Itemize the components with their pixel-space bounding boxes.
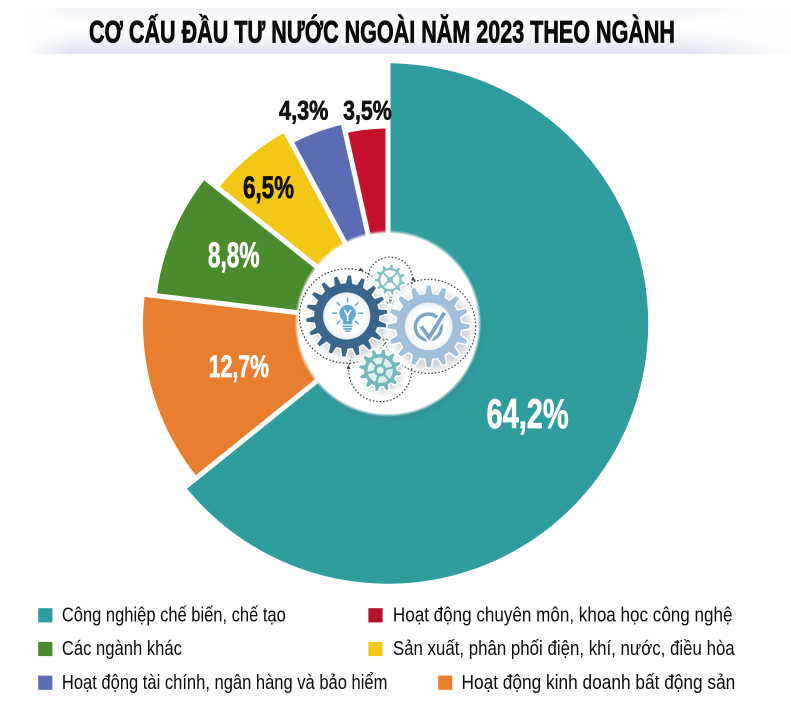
svg-text:8,8%: 8,8% <box>208 236 260 275</box>
svg-text:Công nghiệp chế biến, chế tạo: Công nghiệp chế biến, chế tạo <box>62 604 286 626</box>
svg-text:4,3%: 4,3% <box>279 96 328 126</box>
svg-text:6,5%: 6,5% <box>243 169 294 205</box>
svg-text:CƠ CẤU ĐẦU TƯ NƯỚC NGOÀI NĂM 2: CƠ CẤU ĐẦU TƯ NƯỚC NGOÀI NĂM 2023 THEO N… <box>89 14 675 50</box>
svg-text:Các ngành khác: Các ngành khác <box>62 638 182 660</box>
svg-text:Hoạt động chuyên môn, khoa học: Hoạt động chuyên môn, khoa học công nghệ <box>393 604 733 626</box>
svg-text:64,2%: 64,2% <box>486 390 568 437</box>
svg-text:Sản xuất, phân phối điện, khí,: Sản xuất, phân phối điện, khí, nước, điề… <box>393 638 736 660</box>
svg-text:3,5%: 3,5% <box>343 96 392 126</box>
svg-text:12,7%: 12,7% <box>209 349 269 384</box>
svg-text:Hoạt động kinh doanh bất động: Hoạt động kinh doanh bất động sản <box>462 672 736 694</box>
svg-text:Hoạt động tài chính, ngân hàng: Hoạt động tài chính, ngân hàng và bảo hi… <box>62 672 388 694</box>
